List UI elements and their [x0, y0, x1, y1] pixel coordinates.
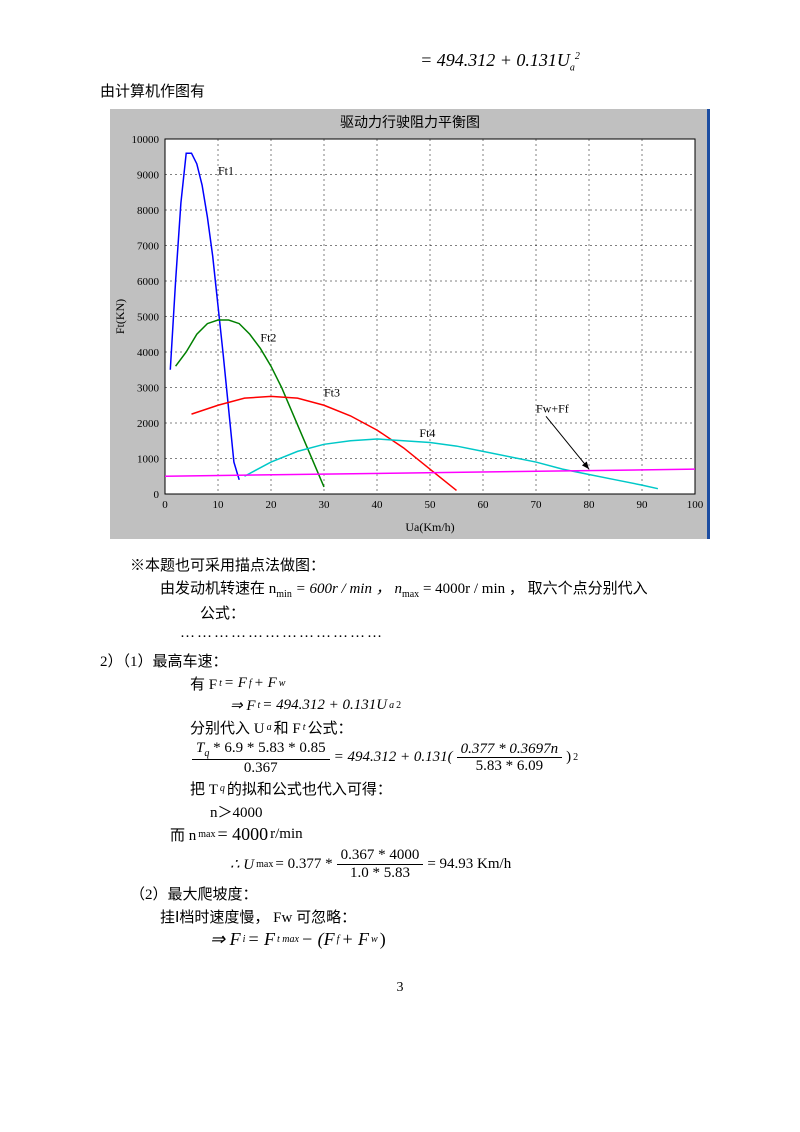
- note-engine-speed: 由发动机转速在 nmin = 600r / min ， nmax = 4000r…: [160, 577, 740, 600]
- eq-tq-note: 把 Tq 的拟和公式也代入可得：: [190, 778, 740, 799]
- svg-text:Ft2: Ft2: [260, 330, 276, 344]
- intro-text: 由计算机作图有: [100, 80, 740, 101]
- svg-text:10: 10: [213, 499, 225, 511]
- force-balance-chart: 驱动力行驶阻力平衡图010203040506070809010001000200…: [110, 109, 700, 544]
- eq-fi: ⇒ Fi = Ft max − (Ff + Fw ): [210, 929, 740, 950]
- svg-text:4000: 4000: [137, 347, 160, 359]
- svg-text:Ft3: Ft3: [324, 385, 340, 399]
- eq-substitute-note: 分别代入 Ua 和 Ft 公式：: [190, 717, 740, 738]
- svg-text:2000: 2000: [137, 418, 160, 430]
- svg-text:7000: 7000: [137, 240, 160, 252]
- note-alt-method: ※本题也可采用描点法做图：: [130, 554, 740, 575]
- eq-ft-value: ⇒ Ft = 494.312 + 0.131Ua2: [230, 696, 740, 715]
- svg-text:Ft1: Ft1: [218, 163, 234, 177]
- svg-text:90: 90: [637, 499, 649, 511]
- svg-text:Ua(Km/h): Ua(Km/h): [405, 520, 454, 534]
- svg-text:8000: 8000: [137, 205, 160, 217]
- eq-umax: ∴ Umax = 0.377 * 0.367 * 4000 1.0 * 5.83…: [230, 847, 740, 881]
- svg-text:9000: 9000: [137, 169, 160, 181]
- svg-text:50: 50: [425, 499, 437, 511]
- ellipsis-line: ………………………………: [180, 625, 740, 642]
- page-number: 3: [60, 980, 740, 996]
- svg-text:驱动力行驶阻力平衡图: 驱动力行驶阻力平衡图: [340, 115, 480, 131]
- svg-text:3000: 3000: [137, 382, 160, 394]
- eq-nmax: 而 nmax = 4000 r/min: [170, 824, 740, 845]
- svg-text:40: 40: [372, 499, 384, 511]
- section-2-1: 2）（1）最高车速：: [100, 650, 740, 671]
- svg-text:6000: 6000: [137, 276, 160, 288]
- svg-text:80: 80: [584, 499, 596, 511]
- svg-text:100: 100: [687, 499, 704, 511]
- svg-text:1000: 1000: [137, 453, 160, 465]
- svg-text:0: 0: [154, 489, 160, 501]
- svg-text:10000: 10000: [132, 134, 160, 146]
- eq-ft-balance: 有 Ft = Ff + Fw: [190, 673, 740, 694]
- note-gear1: 挂Ⅰ档时速度慢， Fw 可忽略：: [160, 906, 740, 927]
- svg-text:Ft(KN): Ft(KN): [113, 298, 127, 333]
- svg-text:5000: 5000: [137, 311, 160, 323]
- section-2-2: （2）最大爬坡度：: [130, 883, 740, 904]
- svg-text:0: 0: [162, 499, 168, 511]
- note-formula: 公式：: [200, 602, 740, 623]
- svg-text:30: 30: [319, 499, 331, 511]
- svg-text:Fw+Ff: Fw+Ff: [536, 401, 569, 415]
- eq-n-gt-4000: n＞4000: [210, 801, 740, 822]
- svg-text:Ft4: Ft4: [419, 426, 435, 440]
- svg-text:20: 20: [266, 499, 278, 511]
- eq-main-fraction: Tq * 6.9 * 5.83 * 0.85 0.367 = 494.312 +…: [190, 740, 740, 777]
- svg-text:70: 70: [531, 499, 543, 511]
- svg-text:60: 60: [478, 499, 490, 511]
- top-equation: = 494.312 + 0.131Ua2: [260, 50, 740, 74]
